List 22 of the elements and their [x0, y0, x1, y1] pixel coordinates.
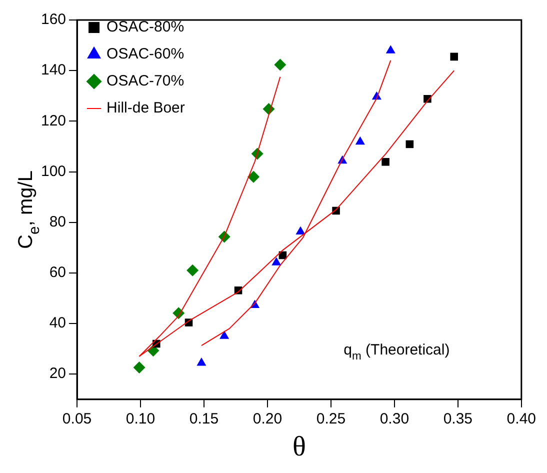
y-tick-label: 40: [49, 314, 66, 332]
legend-label: Hill-de Boer: [106, 100, 185, 117]
x-tick-label: 0.20: [252, 410, 282, 428]
y-tick-label: 120: [40, 112, 66, 130]
legend-label: OSAC-60%: [106, 46, 184, 63]
x-axis-title: θ: [292, 432, 306, 463]
y-tick-label: 60: [49, 264, 66, 282]
x-tick-label: 0.10: [126, 410, 156, 428]
y-tick-label: 80: [49, 213, 66, 230]
x-tick-label: 0.15: [189, 410, 219, 428]
y-tick-label: 100: [40, 162, 66, 180]
x-tick-label: 0.30: [380, 410, 410, 428]
x-tick-label: 0.40: [506, 410, 536, 428]
x-tick-label: 0.25: [316, 410, 346, 428]
y-tick-label: 20: [49, 365, 66, 382]
y-tick-label: 140: [40, 62, 66, 79]
y-axis-title: Ce, mg/L: [15, 170, 43, 249]
x-tick-label: 0.05: [62, 410, 92, 428]
legend-label: OSAC-70%: [106, 72, 184, 90]
x-tick-label: 0.35: [443, 410, 473, 428]
legend-label: OSAC-80%: [106, 18, 184, 36]
y-tick-label: 160: [40, 11, 66, 28]
